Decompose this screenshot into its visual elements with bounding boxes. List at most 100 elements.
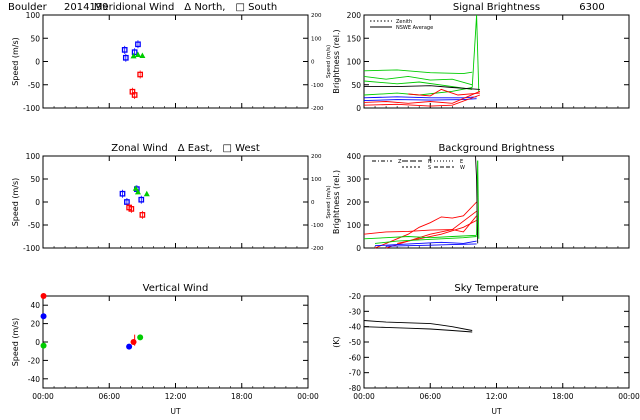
data-point-blue xyxy=(126,343,133,350)
x-tick-label: 00:00 xyxy=(297,392,319,401)
y-tick-label: 50 xyxy=(30,34,40,43)
legend-zenith: Zenith xyxy=(396,19,412,25)
y-tick-label: 0 xyxy=(35,338,40,347)
chart-title: Signal Brightness xyxy=(453,2,540,13)
series-line-green xyxy=(477,160,480,239)
y-tick-label: 0 xyxy=(35,58,40,67)
title-part: Zonal Wind xyxy=(111,143,168,154)
date-label: 2014199 xyxy=(64,2,109,13)
figure-header: Boulder 2014199 6300 UT UT xyxy=(8,2,605,416)
panel-skytemp: 00:00 06:00 12:00 18:00 00:00-80-70-60-50-40… xyxy=(332,283,640,401)
y-tick-label: 40 xyxy=(30,301,40,310)
y2-tick-label: -200 xyxy=(311,246,324,252)
series-line-green xyxy=(363,234,477,240)
y-tick-label: 50 xyxy=(30,175,40,184)
data-point-green xyxy=(132,185,139,191)
series-line-green xyxy=(363,69,473,75)
y-tick-label: -40 xyxy=(28,375,40,384)
title-part: □ West xyxy=(223,143,260,154)
panel-background: 0 100 200 300 400 Brightness (rel.) Background… xyxy=(332,143,630,253)
x-tick-label: 18:00 xyxy=(231,392,253,401)
chart-title: Background Brightness xyxy=(438,143,554,154)
data-point-red xyxy=(130,339,137,345)
legend-label: W xyxy=(460,165,465,171)
y-tick-label: 0 xyxy=(356,244,361,253)
legend-average: NSWE Average xyxy=(396,25,433,31)
series-line-red xyxy=(408,88,480,97)
plot-frame xyxy=(42,155,309,249)
y-tick-label: -20 xyxy=(349,292,361,301)
y2-tick-label: -100 xyxy=(311,223,324,229)
y-axis-label: Speed (m/s) xyxy=(11,318,20,367)
y2-axis-label: Speed (m/s) xyxy=(326,45,332,78)
y-tick-label: -70 xyxy=(349,369,361,378)
y-tick-label: 100 xyxy=(26,11,41,20)
y-tick-label: -50 xyxy=(28,81,40,90)
y-tick-label: 200 xyxy=(347,11,362,20)
plot-frame xyxy=(42,295,309,389)
legend-label: E xyxy=(460,159,463,165)
y-tick-label: 0 xyxy=(356,104,361,113)
y-tick-label: -100 xyxy=(23,104,40,113)
data-point-green xyxy=(134,188,141,195)
series-line-green xyxy=(374,236,477,244)
data-point-green xyxy=(40,342,47,349)
x-axis-label-left: UT xyxy=(170,407,180,416)
y2-tick-label: 200 xyxy=(311,154,322,160)
y-tick-label: -50 xyxy=(349,338,361,347)
data-point-green xyxy=(139,52,146,58)
y2-tick-label: 100 xyxy=(311,36,322,42)
panel-meridional: -100 -50 0 50 100 -200 -100 0 100 200 Speed (m/s) S… xyxy=(11,2,332,113)
data-point-green xyxy=(134,51,141,58)
y2-tick-label: 200 xyxy=(311,13,322,19)
data-point-green xyxy=(130,52,137,59)
data-point-green xyxy=(143,190,150,197)
y-tick-label: 400 xyxy=(347,152,362,161)
legend-label: Z xyxy=(398,159,402,165)
data-point-red xyxy=(40,293,47,299)
wavelength-label: 6300 xyxy=(579,2,604,13)
y-tick-label: 0 xyxy=(35,198,40,207)
y-tick-label: 200 xyxy=(347,198,362,207)
plot-frame xyxy=(363,295,630,389)
series-line-blue xyxy=(374,240,477,247)
y-axis-label: (K) xyxy=(332,336,341,348)
y-tick-label: -100 xyxy=(23,244,40,253)
y-tick-label: -50 xyxy=(28,221,40,230)
title-part: Δ East, xyxy=(178,143,213,154)
y-axis-label: Brightness (rel.) xyxy=(332,29,341,93)
site-label: Boulder xyxy=(8,2,48,13)
y2-axis-label: Speed (m/s) xyxy=(326,185,332,218)
x-tick-label: 12:00 xyxy=(486,392,508,401)
series-line-green xyxy=(471,14,478,88)
title-part: Δ North, xyxy=(184,2,225,13)
y-tick-label: 100 xyxy=(347,221,362,230)
x-tick-label: 00:00 xyxy=(353,392,375,401)
series-line-red xyxy=(397,220,477,244)
data-point-green xyxy=(137,334,144,341)
chart-title: Sky Temperature xyxy=(454,283,538,294)
series-line-red xyxy=(363,215,477,235)
y2-tick-label: -200 xyxy=(311,106,324,112)
y-tick-label: -60 xyxy=(349,353,361,362)
y-axis-label: Speed (m/s) xyxy=(11,37,20,86)
plot-frame xyxy=(363,155,630,249)
legend-label: N xyxy=(428,159,432,165)
legend-label: S xyxy=(428,165,431,171)
data-point-blue xyxy=(40,313,47,320)
series-line-blue xyxy=(386,243,477,247)
series-line-green xyxy=(476,14,480,92)
series-line-blue xyxy=(363,96,477,99)
title-part: □ South xyxy=(235,2,277,13)
series-line-black xyxy=(363,320,473,331)
y-axis-label: Speed (m/s) xyxy=(11,178,20,227)
y-axis-label: Brightness (rel.) xyxy=(332,170,341,234)
title-part: Meridional Wind xyxy=(94,2,174,13)
y2-tick-label: 100 xyxy=(311,177,322,183)
y2-tick-label: 0 xyxy=(311,60,315,66)
x-tick-label: 12:00 xyxy=(165,392,187,401)
series-line-red xyxy=(363,94,481,107)
x-tick-label: 00:00 xyxy=(32,392,54,401)
series-line-black xyxy=(475,155,479,244)
